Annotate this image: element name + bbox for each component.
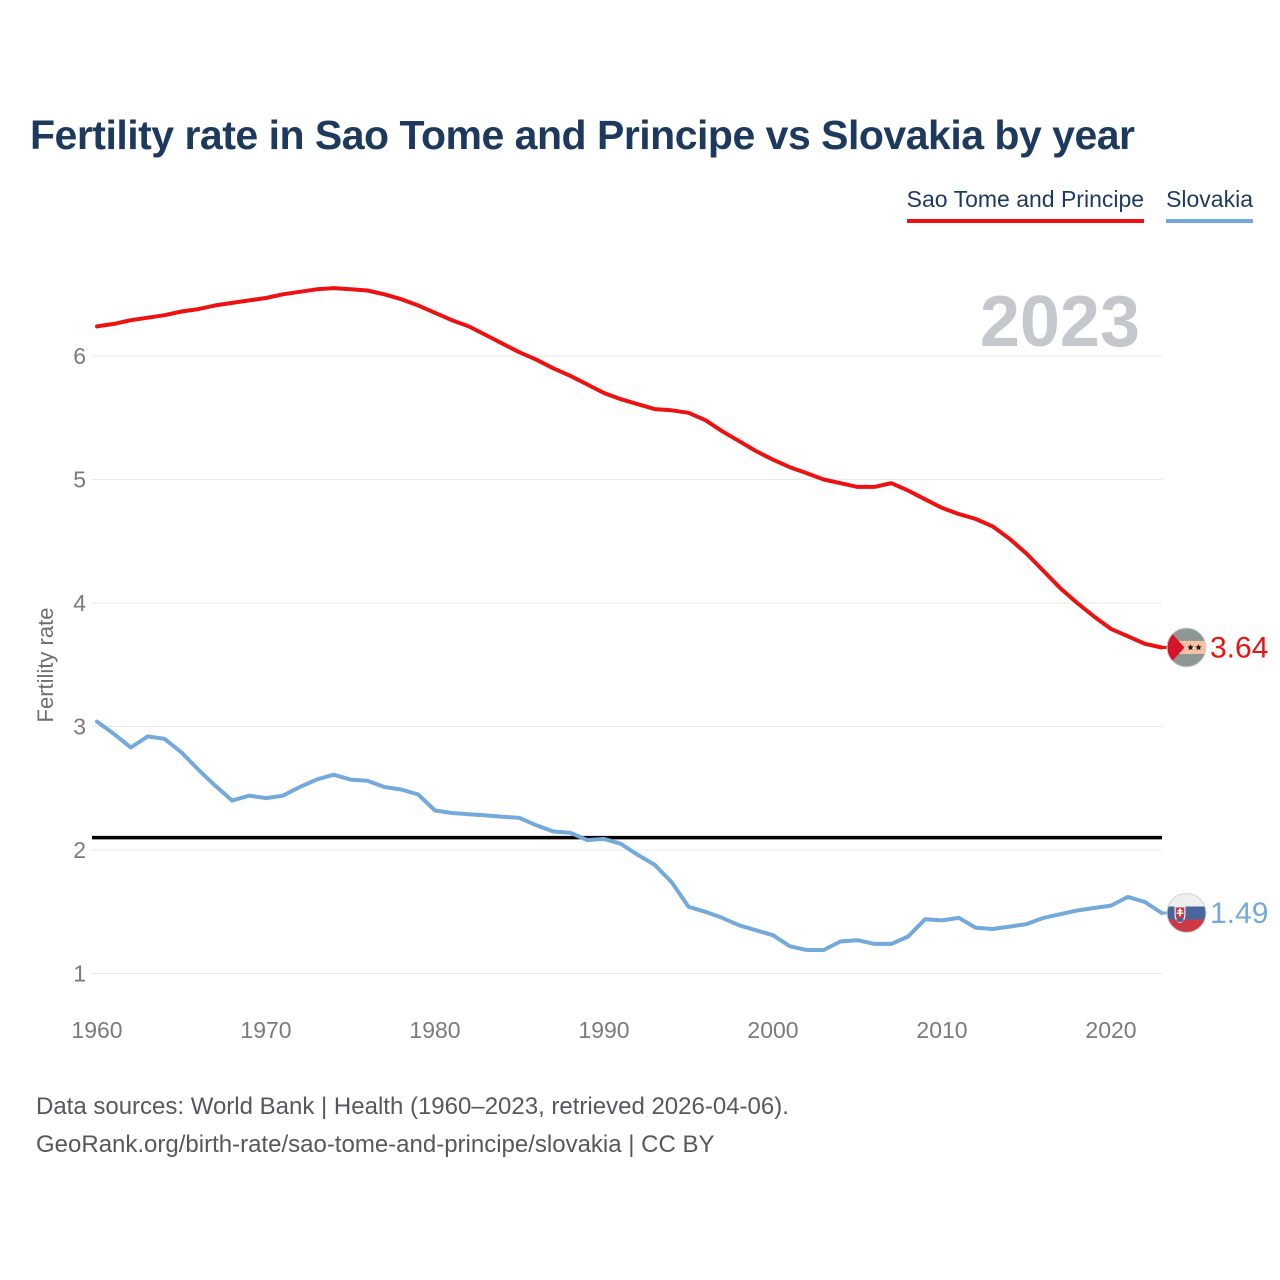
y-tick-label-5: 5 xyxy=(73,467,86,493)
footer-attribution: GeoRank.org/birth-rate/sao-tome-and-prin… xyxy=(36,1131,715,1158)
series-line-slovakia xyxy=(95,719,1164,952)
y-tick-label-1: 1 xyxy=(73,961,86,987)
flag-ring xyxy=(1166,892,1207,933)
end-value-label-slovakia: 1.49 xyxy=(1210,897,1268,930)
y-tick-label-4: 4 xyxy=(73,590,86,616)
x-tick-label-2000: 2000 xyxy=(747,1017,798,1043)
flag-ring xyxy=(1166,627,1207,668)
y-tick-label-2: 2 xyxy=(73,837,86,863)
y-axis-title: Fertility rate xyxy=(33,607,58,723)
chart-footer: Data sources: World Bank | Health (1960–… xyxy=(36,1088,789,1164)
legend-item-slovakia[interactable]: Slovakia xyxy=(1166,186,1253,223)
watermark-year: 2023 xyxy=(980,282,1140,362)
flag-icon-slovakia xyxy=(1167,893,1206,933)
y-tick-label-6: 6 xyxy=(73,343,86,369)
x-tick-label-1980: 1980 xyxy=(409,1017,460,1043)
chart-legend: Sao Tome and Principe Slovakia xyxy=(906,186,1253,223)
footer-data-sources: Data sources: World Bank | Health (1960–… xyxy=(36,1093,789,1120)
legend-item-sao-tome-and-principe[interactable]: Sao Tome and Principe xyxy=(906,186,1145,223)
x-tick-label-2020: 2020 xyxy=(1085,1017,1136,1043)
series-line-sao-tome-and-principe xyxy=(95,286,1164,650)
page-title: Fertility rate in Sao Tome and Principe … xyxy=(30,112,1135,158)
flag-icon-sao-tome-and-principe xyxy=(1167,627,1206,667)
y-tick-label-3: 3 xyxy=(73,714,86,740)
end-value-label-sao-tome-and-principe: 3.64 xyxy=(1210,631,1268,664)
x-tick-label-2010: 2010 xyxy=(916,1017,967,1043)
x-tick-label-1960: 1960 xyxy=(71,1017,122,1043)
x-tick-label-1970: 1970 xyxy=(240,1017,291,1043)
x-tick-label-1990: 1990 xyxy=(578,1017,629,1043)
